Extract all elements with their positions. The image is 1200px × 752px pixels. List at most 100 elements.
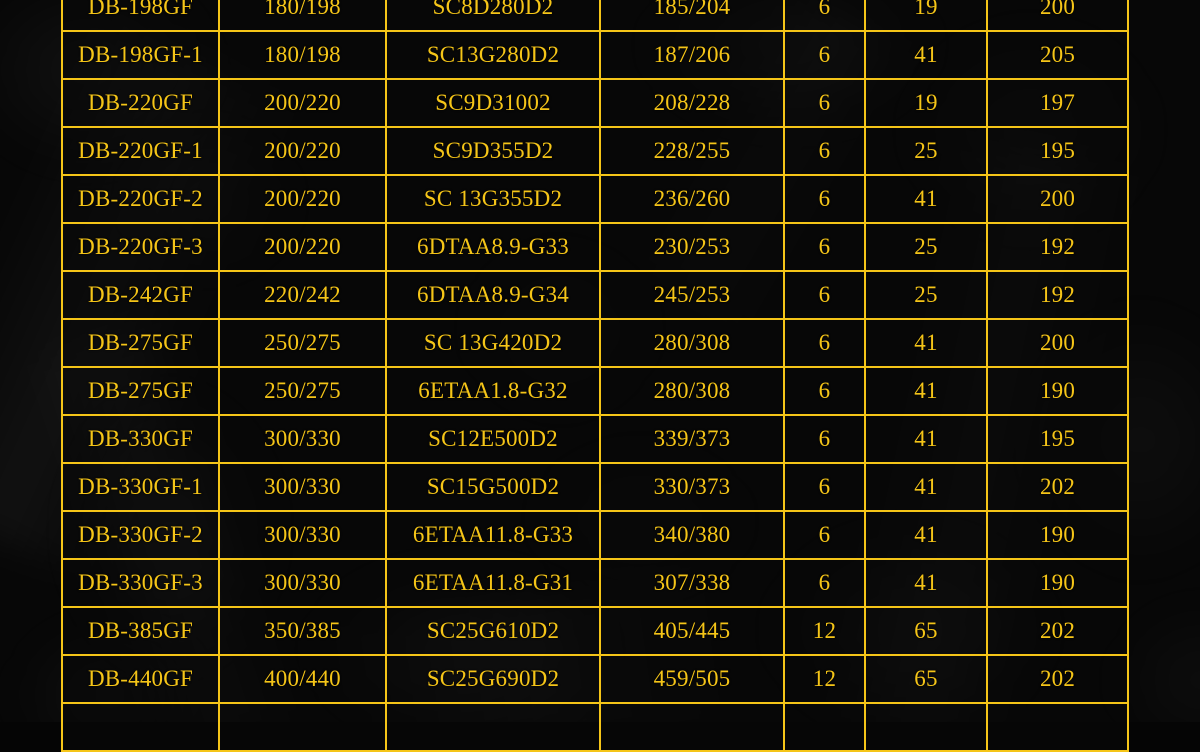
cell-weight [864, 702, 988, 752]
cell-model: DB-220GF-3 [61, 222, 220, 272]
cell-amps: 405/445 [599, 606, 785, 656]
cell-code: 6ETAA11.8-G31 [385, 558, 601, 608]
cell-rating: 300/330 [218, 510, 387, 560]
cell-rating: 200/220 [218, 126, 387, 176]
table-row: DB-275GF 250/275 SC 13G420D2 280/308 6 41 200 [61, 318, 1129, 368]
cell-weight: 41 [864, 414, 988, 464]
table-row: DB-330GF 300/330 SC12E500D2 339/373 6 41 195 [61, 414, 1129, 464]
cell-amps: 459/505 [599, 654, 785, 704]
cell-weight: 25 [864, 270, 988, 320]
specification-table: DB-198GF 180/198 SC8D280D2 185/204 6 19 200 DB-… [61, 0, 1129, 752]
cell-rating: 220/242 [218, 270, 387, 320]
cell-amps: 280/308 [599, 366, 785, 416]
cell-amps: 339/373 [599, 414, 785, 464]
cell-model: DB-198GF [61, 0, 220, 32]
table-row: DB-330GF-3 300/330 6ETAA11.8-G31 307/338 6 41… [61, 558, 1129, 608]
cell-model: DB-330GF-3 [61, 558, 220, 608]
cell-rating: 300/330 [218, 462, 387, 512]
cell-rating: 200/220 [218, 222, 387, 272]
cell-weight: 41 [864, 318, 988, 368]
cell-amps: 185/204 [599, 0, 785, 32]
cell-qty: 6 [783, 126, 866, 176]
cell-rating: 180/198 [218, 0, 387, 32]
cell-length [986, 702, 1129, 752]
cell-weight: 65 [864, 606, 988, 656]
cell-qty: 6 [783, 414, 866, 464]
cell-length: 195 [986, 126, 1129, 176]
table-row: DB-330GF-1 300/330 SC15G500D2 330/373 6 41 202 [61, 462, 1129, 512]
table-row: DB-440GF 400/440 SC25G690D2 459/505 12 65 202 [61, 654, 1129, 704]
cell-qty: 6 [783, 462, 866, 512]
cell-rating: 300/330 [218, 558, 387, 608]
cell-amps: 236/260 [599, 174, 785, 224]
cell-length: 195 [986, 414, 1129, 464]
cell-model: DB-275GF [61, 366, 220, 416]
cell-weight: 41 [864, 30, 988, 80]
cell-weight: 25 [864, 222, 988, 272]
cell-model: DB-330GF [61, 414, 220, 464]
table-row: DB-220GF-2 200/220 SC 13G355D2 236/260 6 41 20… [61, 174, 1129, 224]
cell-amps: 280/308 [599, 318, 785, 368]
cell-length: 190 [986, 510, 1129, 560]
cell-length: 202 [986, 654, 1129, 704]
cell-code: 6ETAA11.8-G33 [385, 510, 601, 560]
cell-model: DB-440GF [61, 654, 220, 704]
cell-weight: 41 [864, 366, 988, 416]
cell-code: SC8D280D2 [385, 0, 601, 32]
cell-length: 190 [986, 558, 1129, 608]
cell-qty: 6 [783, 318, 866, 368]
cell-model [61, 702, 220, 752]
cell-amps: 208/228 [599, 78, 785, 128]
table-row: DB-220GF-1 200/220 SC9D355D2 228/255 6 25 195 [61, 126, 1129, 176]
cell-model: DB-220GF-1 [61, 126, 220, 176]
cell-qty: 12 [783, 606, 866, 656]
cell-amps: 187/206 [599, 30, 785, 80]
cell-qty: 6 [783, 558, 866, 608]
cell-model: DB-220GF [61, 78, 220, 128]
cell-code: SC13G280D2 [385, 30, 601, 80]
cell-qty: 6 [783, 270, 866, 320]
cell-code: 6DTAA8.9-G33 [385, 222, 601, 272]
cell-amps [599, 702, 785, 752]
cell-rating: 300/330 [218, 414, 387, 464]
cell-qty [783, 702, 866, 752]
cell-model: DB-275GF [61, 318, 220, 368]
cell-amps: 228/255 [599, 126, 785, 176]
cell-rating: 200/220 [218, 174, 387, 224]
table-row: DB-198GF-1 180/198 SC13G280D2 187/206 6 41 205 [61, 30, 1129, 80]
cell-qty: 12 [783, 654, 866, 704]
cell-qty: 6 [783, 30, 866, 80]
cell-code: SC9D31002 [385, 78, 601, 128]
cell-length: 202 [986, 606, 1129, 656]
cell-weight: 25 [864, 126, 988, 176]
cell-weight: 41 [864, 174, 988, 224]
cell-model: DB-385GF [61, 606, 220, 656]
cell-code: 6DTAA8.9-G34 [385, 270, 601, 320]
cell-amps: 230/253 [599, 222, 785, 272]
table-row: DB-242GF 220/242 6DTAA8.9-G34 245/253 6 25 192 [61, 270, 1129, 320]
cell-length: 205 [986, 30, 1129, 80]
cell-rating: 250/275 [218, 366, 387, 416]
cell-code: SC12E500D2 [385, 414, 601, 464]
cell-weight: 19 [864, 78, 988, 128]
cell-length: 190 [986, 366, 1129, 416]
cell-length: 202 [986, 462, 1129, 512]
cell-rating: 180/198 [218, 30, 387, 80]
table-row: DB-385GF 350/385 SC25G610D2 405/445 12 65 202 [61, 606, 1129, 656]
cell-weight: 41 [864, 558, 988, 608]
cell-code: SC25G690D2 [385, 654, 601, 704]
cell-model: DB-220GF-2 [61, 174, 220, 224]
cell-code: SC 13G420D2 [385, 318, 601, 368]
cell-weight: 65 [864, 654, 988, 704]
table-row: DB-275GF 250/275 6ETAA1.8-G32 280/308 6 41 190 [61, 366, 1129, 416]
cell-code: 6ETAA1.8-G32 [385, 366, 601, 416]
cell-rating: 350/385 [218, 606, 387, 656]
cell-length: 200 [986, 174, 1129, 224]
cell-length: 192 [986, 222, 1129, 272]
cell-rating: 250/275 [218, 318, 387, 368]
cell-code: SC25G610D2 [385, 606, 601, 656]
cell-length: 200 [986, 318, 1129, 368]
cell-weight: 41 [864, 510, 988, 560]
table-row: DB-220GF 200/220 SC9D31002 208/228 6 19 197 [61, 78, 1129, 128]
cell-code: SC15G500D2 [385, 462, 601, 512]
